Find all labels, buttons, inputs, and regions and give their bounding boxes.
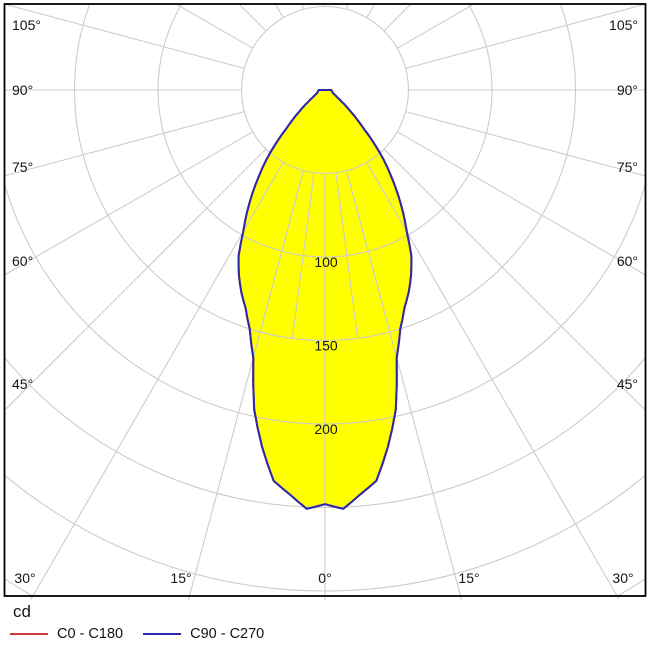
angle-label: 75° (617, 159, 638, 175)
grid-spoke-15 (346, 170, 463, 600)
polar-chart: 100 150 200 105° 90° 75° 60° 45° 30° 15° 0° 15° 30° 4… (3, 3, 647, 600)
grid-spoke-105 (405, 3, 646, 69)
grid-spoke-210 (274, 3, 284, 18)
grid-spoke-345 (187, 170, 304, 600)
angle-label: 30° (612, 570, 633, 586)
grid-spoke-120 (397, 3, 475, 49)
grid-spoke-60 (397, 131, 646, 276)
angle-label: 0° (318, 570, 331, 586)
radial-ring-label: 150 (314, 338, 338, 354)
grid-spoke-300 (4, 131, 253, 276)
legend-label-c0: C0 - C180 (57, 626, 124, 642)
grid-spokes (4, 3, 646, 600)
angle-label: 60° (12, 253, 33, 269)
grid-spoke-30 (366, 162, 620, 600)
angle-label: 90° (617, 82, 638, 98)
grid-spoke-225 (238, 3, 267, 32)
angle-label: 30° (14, 570, 35, 586)
grid-minor-spoke (291, 172, 315, 339)
grid-spoke-330 (30, 162, 284, 600)
polar-chart-svg: 100 150 200 105° 90° 75° 60° 45° 30° 15° 0° 15° 30° 4… (3, 3, 647, 600)
angle-label: 60° (617, 253, 638, 269)
legend-row: C0 - C180 C90 - C270 (10, 626, 264, 642)
grid-spoke-315 (4, 148, 267, 411)
grid-spoke-75 (405, 111, 646, 177)
legend: cd C0 - C180 C90 - C270 (0, 600, 650, 650)
grid-spoke-255 (4, 3, 245, 69)
grid-spoke-45 (383, 148, 646, 411)
intensity-curve-c90-c270 (237, 89, 413, 510)
angle-label: 105° (12, 17, 41, 33)
grid-spoke-150 (366, 3, 376, 18)
angle-label: 90° (12, 82, 33, 98)
grid-spoke-135 (383, 3, 412, 32)
angle-label: 15° (458, 570, 479, 586)
plot-border (3, 3, 647, 597)
angle-label: 75° (12, 159, 33, 175)
grid-spoke-285 (4, 111, 245, 177)
angle-label: 45° (12, 376, 33, 392)
angle-label: 105° (609, 17, 638, 33)
legend-unit-label: cd (13, 602, 31, 621)
legend-label-c90: C90 - C270 (190, 626, 265, 642)
grid-minor-spoke (335, 172, 359, 339)
radial-ring-label: 100 (314, 254, 338, 270)
legend-line-c90-icon (143, 633, 182, 635)
angle-label: 45° (617, 376, 638, 392)
angle-label: 15° (170, 570, 191, 586)
grid-spoke-240 (175, 3, 253, 49)
radial-ring-label: 200 (314, 421, 338, 437)
legend-line-c0-icon (10, 633, 48, 635)
